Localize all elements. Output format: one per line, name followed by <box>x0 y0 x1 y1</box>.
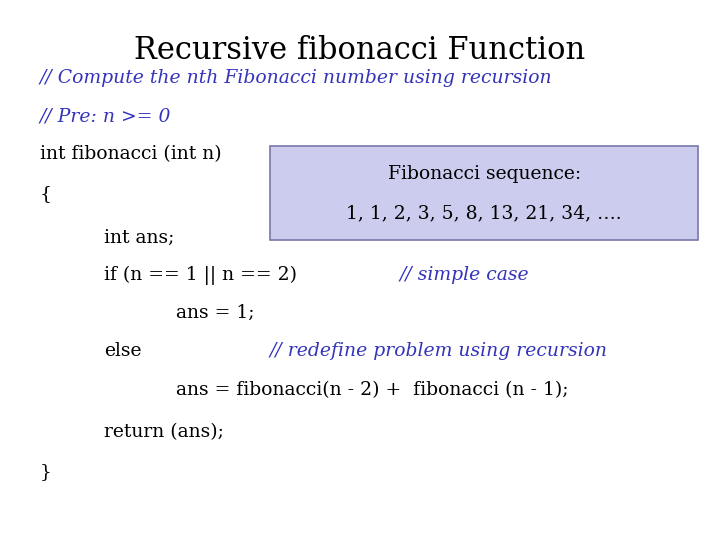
Text: ans = fibonacci(n - 2) +  fibonacci (n - 1);: ans = fibonacci(n - 2) + fibonacci (n - … <box>176 381 569 399</box>
Text: // redefine problem using recursion: // redefine problem using recursion <box>270 342 608 360</box>
Text: int ans;: int ans; <box>104 228 175 247</box>
Text: int fibonacci (int n): int fibonacci (int n) <box>40 145 221 163</box>
Text: {: { <box>40 185 52 204</box>
Text: }: } <box>40 463 51 482</box>
Text: Recursive fibonacci Function: Recursive fibonacci Function <box>135 35 585 66</box>
Text: return (ans);: return (ans); <box>104 423 224 441</box>
Text: // Pre: n >= 0: // Pre: n >= 0 <box>40 107 171 125</box>
Text: // Compute the nth Fibonacci number using recursion: // Compute the nth Fibonacci number usin… <box>40 69 552 87</box>
Text: Fibonacci sequence:: Fibonacci sequence: <box>387 165 581 183</box>
Text: else: else <box>104 342 142 360</box>
Text: ans = 1;: ans = 1; <box>176 304 255 322</box>
Text: if (n == 1 || n == 2): if (n == 1 || n == 2) <box>104 266 297 285</box>
Text: // simple case: // simple case <box>400 266 529 285</box>
Text: 1, 1, 2, 3, 5, 8, 13, 21, 34, ….: 1, 1, 2, 3, 5, 8, 13, 21, 34, …. <box>346 205 622 223</box>
